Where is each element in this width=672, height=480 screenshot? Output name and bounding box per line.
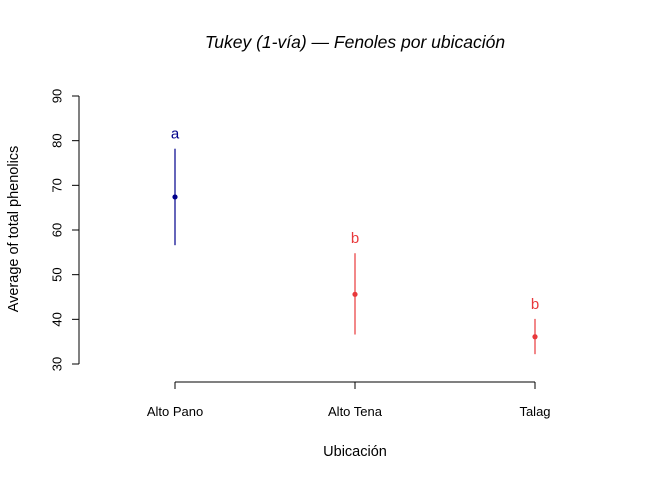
plot-marks: a b b — [171, 126, 539, 355]
y-tick-label: 90 — [50, 89, 65, 103]
x-axis-label: Ubicación — [323, 444, 387, 460]
y-tick-label: 40 — [50, 312, 65, 326]
x-tick-label: Talag — [519, 404, 550, 419]
y-axis-label: Average of total phenolics — [6, 146, 22, 313]
mean-point — [352, 291, 358, 297]
y-tick-label: 30 — [50, 357, 65, 371]
y-tick-label: 50 — [50, 267, 65, 281]
y-axis: 30 40 50 60 70 80 90 — [50, 89, 80, 371]
y-tick-label: 80 — [50, 133, 65, 147]
mean-point — [172, 194, 178, 200]
y-tick-label: 70 — [50, 178, 65, 192]
x-tick-label: Alto Tena — [328, 404, 383, 419]
chart-title: Tukey (1-vía) — Fenoles por ubicación — [205, 32, 505, 52]
x-axis: Alto Pano Alto Tena Talag — [147, 381, 551, 419]
y-tick-label: 60 — [50, 223, 65, 237]
group-letter: b — [351, 230, 359, 247]
x-tick-label: Alto Pano — [147, 404, 203, 419]
mean-point — [532, 334, 538, 340]
group-letter: a — [171, 126, 180, 143]
group-letter: b — [531, 296, 539, 313]
